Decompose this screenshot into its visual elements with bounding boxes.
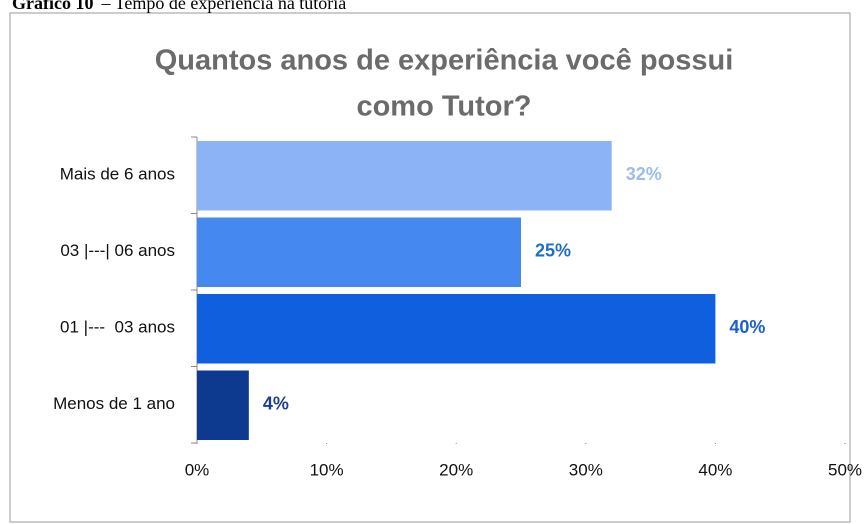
bar bbox=[197, 294, 716, 364]
x-tick-label: 30% bbox=[569, 460, 603, 479]
x-tick-label: 40% bbox=[698, 460, 732, 479]
x-tick-label: 0% bbox=[185, 460, 210, 479]
x-tick-label: 20% bbox=[439, 460, 473, 479]
caption-text: – Tempo de experiência na tutoria bbox=[100, 0, 346, 13]
x-tick-label: 10% bbox=[310, 460, 344, 479]
value-label: 25% bbox=[535, 241, 571, 261]
value-label: 32% bbox=[626, 164, 662, 184]
bar bbox=[197, 141, 612, 211]
y-tick-label: 03 |---| 06 anos bbox=[60, 241, 175, 260]
value-label: 40% bbox=[729, 317, 765, 337]
caption-label: Gráfico 10 bbox=[12, 0, 93, 13]
chart-title: Quantos anos de experiência você possui bbox=[155, 45, 734, 77]
x-tick-label: 50% bbox=[828, 460, 862, 479]
y-tick-label: 01 |--- 03 anos bbox=[60, 318, 175, 337]
value-label: 4% bbox=[263, 394, 289, 414]
chart-title: como Tutor? bbox=[356, 91, 531, 123]
y-tick-label: Mais de 6 anos bbox=[60, 165, 175, 184]
y-tick-label: Menos de 1 ano bbox=[53, 394, 175, 413]
bar bbox=[197, 370, 249, 440]
bar bbox=[197, 217, 521, 287]
caption: Gráfico 10 – Tempo de experiência na tuto… bbox=[12, 0, 346, 13]
